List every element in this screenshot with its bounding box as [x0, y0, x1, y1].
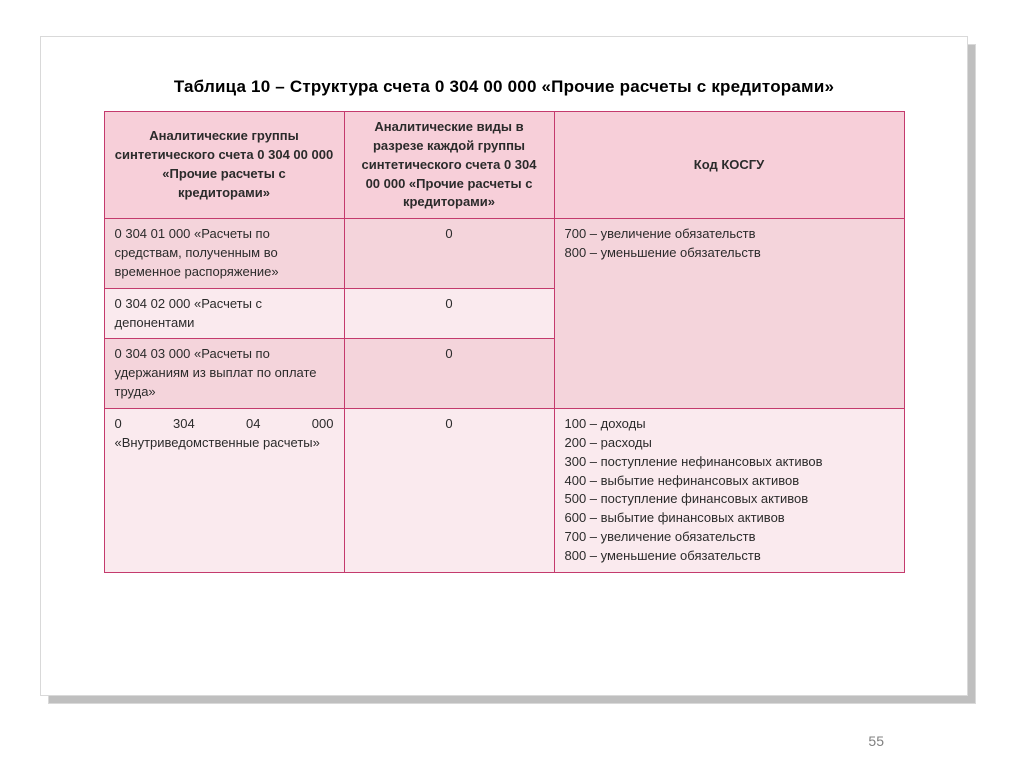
cell-type: 0: [344, 288, 554, 339]
cell-type: 0: [344, 219, 554, 289]
cell-type: 0: [344, 339, 554, 409]
col-header-2: Аналитические виды в разрезе каждой груп…: [344, 112, 554, 219]
col-header-3: Код КОСГУ: [554, 112, 904, 219]
cell-group: 0 304 01 000 «Расчеты по средствам, полу…: [104, 219, 344, 289]
cell-group: 0 304 04 000 «Внутриведомственные расчет…: [104, 408, 344, 572]
table-row: 0 304 04 000 «Внутриведомственные расчет…: [104, 408, 904, 572]
account-structure-table: Аналитические группы синтетического счет…: [104, 111, 905, 573]
table-body: 0 304 01 000 «Расчеты по средствам, полу…: [104, 219, 904, 573]
table-title: Таблица 10 – Структура счета 0 304 00 00…: [81, 77, 927, 97]
page-number: 55: [868, 733, 884, 749]
cell-type: 0: [344, 408, 554, 572]
cell-kosgu: 700 – увеличение обязательств800 – умень…: [554, 219, 904, 409]
cell-kosgu: 100 – доходы200 – расходы300 – поступлен…: [554, 408, 904, 572]
table-row: 0 304 01 000 «Расчеты по средствам, полу…: [104, 219, 904, 289]
col-header-1: Аналитические группы синтетического счет…: [104, 112, 344, 219]
slide: Таблица 10 – Структура счета 0 304 00 00…: [40, 36, 968, 696]
cell-group: 0 304 02 000 «Расчеты с депонентами: [104, 288, 344, 339]
cell-group: 0 304 03 000 «Расчеты по удержаниям из в…: [104, 339, 344, 409]
table-header-row: Аналитические группы синтетического счет…: [104, 112, 904, 219]
